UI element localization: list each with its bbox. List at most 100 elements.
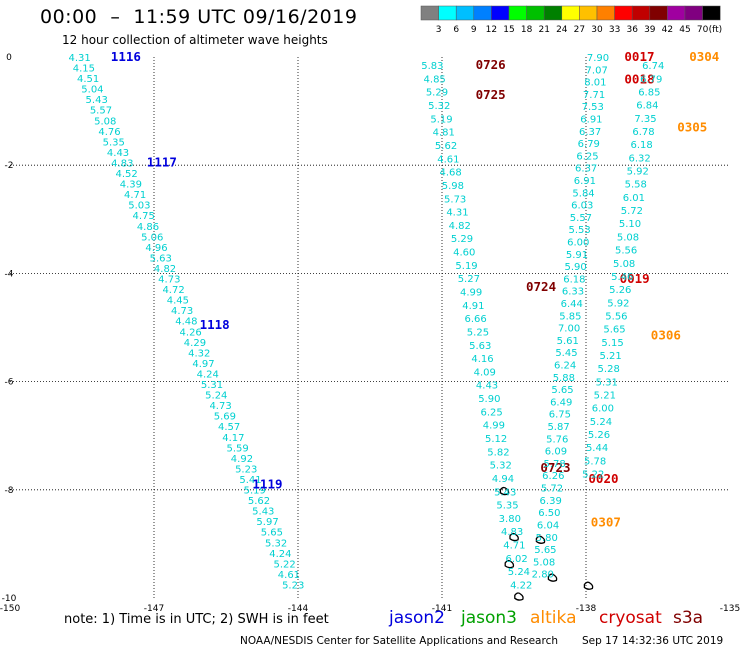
swh-value-label: 5.63 xyxy=(469,341,491,352)
colorbar-tick-label: 9 xyxy=(471,25,477,35)
swh-value-label: 5.78 xyxy=(543,459,565,470)
swh-value-label: 6.03 xyxy=(571,201,593,212)
swh-value-label: 5.92 xyxy=(627,167,649,178)
island-outline xyxy=(535,535,546,544)
swh-value-label: 7.00 xyxy=(558,324,580,335)
swh-value-label: 5.59 xyxy=(227,443,249,454)
colorbar-unit-label: (ft) xyxy=(709,25,723,35)
page-title: 00:00 – 11:59 UTC 09/16/2019 xyxy=(40,6,358,28)
swh-value-label: 4.97 xyxy=(192,359,214,370)
swh-value-label: 5.04 xyxy=(81,85,103,96)
swh-value-label: 5.53 xyxy=(568,225,590,236)
y-tick-label: -8 xyxy=(5,486,14,496)
colorbar-tick-label: 30 xyxy=(591,25,603,35)
colorbar-tick-label: 12 xyxy=(486,25,497,35)
swh-value-label: 4.22 xyxy=(510,580,532,591)
swh-value-label: 6.33 xyxy=(562,287,584,298)
swh-value-label: 3.80 xyxy=(499,514,521,525)
swh-value-label: 6.09 xyxy=(545,447,567,458)
swh-value-label: 6.25 xyxy=(576,151,598,162)
swh-value-label: 6.74 xyxy=(642,61,664,72)
pass-time-label: 0306 xyxy=(651,328,681,343)
swh-value-label: 4.29 xyxy=(184,338,206,349)
swh-value-label: 7.90 xyxy=(587,53,609,64)
pass-time-label: 0017 xyxy=(624,49,654,64)
swh-value-label: 5.19 xyxy=(455,261,477,272)
colorbar-tick-label: 45 xyxy=(679,25,690,35)
swh-value-label: 5.21 xyxy=(599,351,621,362)
swh-value-label: 6.04 xyxy=(537,520,559,531)
legend-jason3: jason3 xyxy=(461,608,517,628)
swh-value-label: 6.24 xyxy=(554,361,576,372)
swh-value-label: 6.85 xyxy=(638,87,660,98)
swh-value-label: 4.61 xyxy=(437,154,459,165)
colorbar-tick-label: 3 xyxy=(436,25,442,35)
colorbar-swatch xyxy=(526,5,545,21)
swh-value-label: 4.86 xyxy=(137,222,159,233)
swh-value-label: 5.65 xyxy=(534,545,556,556)
swh-value-label: 5.65 xyxy=(551,385,573,396)
pass-time-label: 0305 xyxy=(677,119,707,134)
colorbar-tick-label: 39 xyxy=(644,25,656,35)
colorbar-swatch xyxy=(473,5,492,21)
swh-value-label: 5.22 xyxy=(274,559,296,570)
island-outline xyxy=(514,592,524,601)
swh-value-label: 5.87 xyxy=(547,422,569,433)
colorbar-tick-label: 24 xyxy=(556,25,568,35)
credit-line: NOAA/NESDIS Center for Satellite Applica… xyxy=(240,635,558,647)
swh-value-label: 4.85 xyxy=(424,74,446,85)
swh-value-label: 4.76 xyxy=(98,127,120,138)
colorbar-tick-label: 42 xyxy=(662,25,673,35)
colorbar-tick-label: 6 xyxy=(453,25,459,35)
colorbar-swatch xyxy=(579,5,598,21)
colorbar-tick-label: 36 xyxy=(626,25,638,35)
swh-value-label: 4.43 xyxy=(476,381,498,392)
pass-time-label: 0304 xyxy=(689,49,719,64)
swh-value-label: 5.31 xyxy=(596,377,618,388)
y-tick-label: -10 xyxy=(2,594,17,604)
swh-value-label: 6.49 xyxy=(550,397,572,408)
swh-value-label: 4.71 xyxy=(503,541,525,552)
swh-value-label: 6.50 xyxy=(538,508,560,519)
colorbar-tick-label: 27 xyxy=(574,25,585,35)
swh-value-label: 5.97 xyxy=(256,517,278,528)
swh-value-label: 4.26 xyxy=(180,327,202,338)
colorbar-swatch xyxy=(684,5,703,21)
swh-value-label: 5.65 xyxy=(603,325,625,336)
swh-value-label: 5.31 xyxy=(201,380,223,391)
colorbar-tick-label: 70 xyxy=(697,25,709,35)
swh-value-label: 4.61 xyxy=(278,570,300,581)
swh-value-label: 6.25 xyxy=(480,407,502,418)
swh-value-label: 4.60 xyxy=(453,248,475,259)
colorbar-swatch xyxy=(438,5,457,21)
island-outline xyxy=(499,486,510,496)
pass-time-label: 0018 xyxy=(624,72,654,87)
y-tick-label: -6 xyxy=(5,378,14,388)
swh-value-label: 4.16 xyxy=(471,354,493,365)
x-tick-label: -138 xyxy=(576,604,597,614)
page-subtitle: 12 hour collection of altimeter wave hei… xyxy=(62,33,328,47)
pass-time-label: 1117 xyxy=(147,154,177,169)
swh-value-label: 5.83 xyxy=(421,61,443,72)
swh-value-label: 4.81 xyxy=(433,128,455,139)
swh-value-label: 6.39 xyxy=(540,496,562,507)
chart-footnote: note: 1) Time is in UTC; 2) SWH is in fe… xyxy=(64,612,329,627)
swh-value-label: 6.00 xyxy=(567,238,589,249)
swh-value-label: 4.92 xyxy=(231,454,253,465)
swh-value-label: 5.08 xyxy=(94,116,116,127)
swh-value-label: 5.61 xyxy=(557,336,579,347)
swh-value-label: 4.52 xyxy=(115,169,137,180)
swh-value-label: 6.79 xyxy=(640,74,662,85)
swh-value-label: 4.57 xyxy=(218,422,240,433)
swh-value-label: 7.53 xyxy=(582,102,604,113)
swh-value-label: 5.12 xyxy=(485,434,507,445)
swh-value-label: 5.08 xyxy=(613,259,635,270)
swh-value-label: 5.62 xyxy=(435,141,457,152)
swh-value-label: 5.57 xyxy=(90,106,112,117)
swh-value-label: 5.46 xyxy=(611,272,633,283)
swh-value-label: 4.82 xyxy=(449,221,471,232)
swh-value-label: 5.21 xyxy=(594,391,616,402)
swh-value-label: 8.01 xyxy=(584,78,606,89)
swh-value-label: 4.31 xyxy=(68,53,90,64)
swh-value-label: 5.62 xyxy=(248,496,270,507)
